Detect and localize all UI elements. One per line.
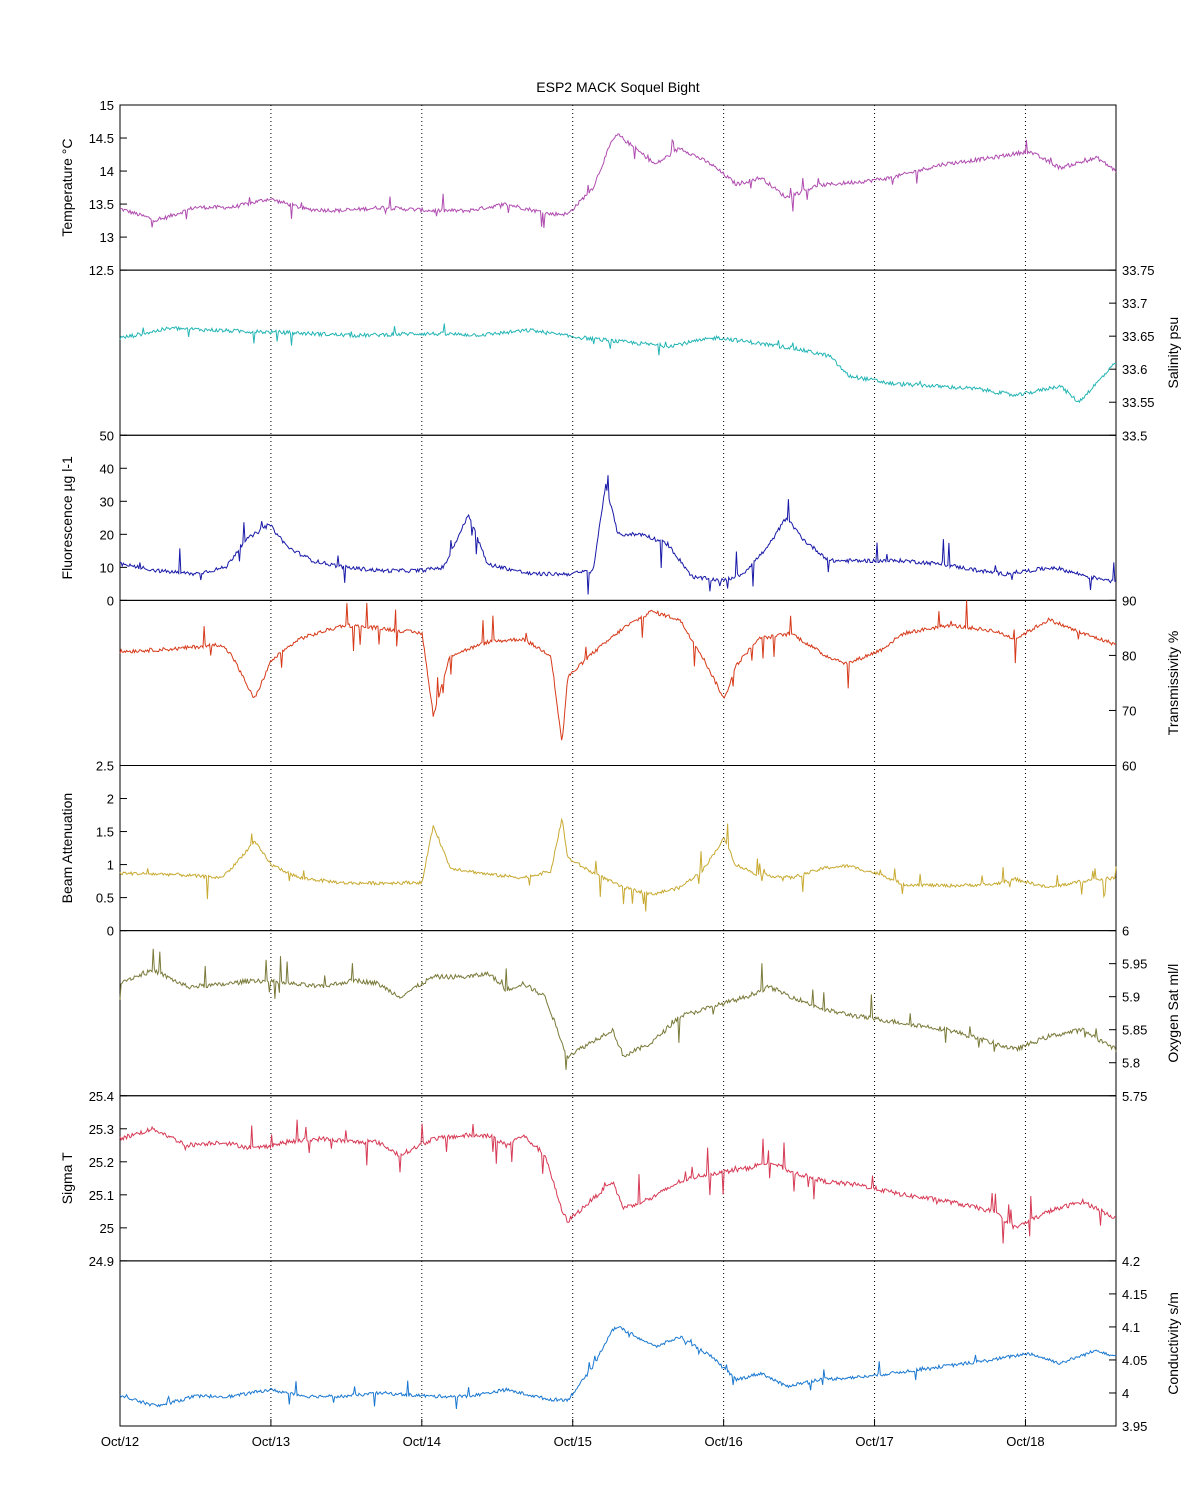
series-transmissivity — [119, 600, 1117, 741]
ytick-label-beam_attenuation-0: 0 — [107, 924, 114, 939]
ytick-label-conductivity-3: 4.1 — [1122, 1320, 1140, 1335]
ytick-label-conductivity-1: 4 — [1122, 1386, 1129, 1401]
panel-frame-conductivity — [119, 1260, 1117, 1427]
ylabel-sigma_t: Sigma T — [59, 1152, 75, 1204]
ytick-label-salinity-4: 33.7 — [1122, 296, 1147, 311]
ytick-label-temperature-5: 15 — [100, 98, 114, 113]
ytick-label-temperature-1: 13 — [100, 230, 114, 245]
series-temperature — [119, 133, 1117, 228]
ytick-label-oxygen_sat-5: 6 — [1122, 924, 1129, 939]
ytick-label-fluorescence-0: 0 — [107, 593, 114, 608]
ytick-label-oxygen_sat-2: 5.85 — [1122, 1023, 1147, 1038]
panel-frame-temperature — [119, 104, 1117, 271]
ytick-label-fluorescence-1: 10 — [100, 560, 114, 575]
ytick-label-sigma_t-5: 25.4 — [89, 1089, 114, 1104]
ylabel-transmissivity: Transmissivity % — [1165, 631, 1181, 736]
ytick-label-oxygen_sat-3: 5.9 — [1122, 990, 1140, 1005]
ytick-label-oxygen_sat-0: 5.75 — [1122, 1089, 1147, 1104]
panel-frame-sigma_t — [119, 1095, 1117, 1262]
series-fluorescence — [119, 475, 1117, 595]
ytick-label-conductivity-4: 4.15 — [1122, 1287, 1147, 1302]
ytick-label-salinity-2: 33.6 — [1122, 362, 1147, 377]
ytick-label-transmissivity-3: 90 — [1122, 593, 1136, 608]
series-sigma_t — [119, 1119, 1117, 1244]
panel-frame-fluorescence — [119, 434, 1117, 601]
series-conductivity — [119, 1326, 1117, 1410]
ylabel-salinity: Salinity psu — [1165, 317, 1181, 389]
ytick-label-beam_attenuation-2: 1 — [107, 858, 114, 873]
ytick-label-conductivity-2: 4.05 — [1122, 1353, 1147, 1368]
ytick-label-fluorescence-5: 50 — [100, 428, 114, 443]
ytick-label-oxygen_sat-4: 5.95 — [1122, 957, 1147, 972]
ytick-label-sigma_t-4: 25.3 — [89, 1122, 114, 1137]
ylabel-oxygen_sat: Oxygen Sat ml/l — [1165, 964, 1181, 1063]
panel-frame-salinity — [119, 269, 1117, 436]
ytick-label-sigma_t-2: 25.1 — [89, 1188, 114, 1203]
xtick-label-2: Oct/14 — [403, 1434, 441, 1449]
ytick-label-temperature-3: 14 — [100, 164, 114, 179]
ytick-label-transmissivity-0: 60 — [1122, 759, 1136, 774]
series-beam_attenuation — [119, 817, 1117, 912]
ytick-label-salinity-3: 33.65 — [1122, 329, 1155, 344]
ylabel-fluorescence: Fluorescence µg l-1 — [59, 456, 75, 579]
xtick-label-4: Oct/16 — [704, 1434, 742, 1449]
ytick-label-beam_attenuation-3: 1.5 — [96, 825, 114, 840]
ytick-label-sigma_t-0: 24.9 — [89, 1254, 114, 1269]
ytick-label-temperature-0: 12.5 — [89, 263, 114, 278]
xtick-label-3: Oct/15 — [554, 1434, 592, 1449]
chart-title: ESP2 MACK Soquel Bight — [536, 79, 700, 95]
ytick-label-conductivity-5: 4.2 — [1122, 1254, 1140, 1269]
ylabel-temperature: Temperature °C — [59, 138, 75, 236]
ytick-label-fluorescence-4: 40 — [100, 461, 114, 476]
xtick-label-1: Oct/13 — [252, 1434, 290, 1449]
ytick-label-salinity-0: 33.5 — [1122, 428, 1147, 443]
ytick-label-fluorescence-3: 30 — [100, 494, 114, 509]
ytick-label-transmissivity-2: 80 — [1122, 648, 1136, 663]
ytick-label-oxygen_sat-1: 5.8 — [1122, 1056, 1140, 1071]
ylabel-conductivity: Conductivity s/m — [1165, 1292, 1181, 1395]
ytick-label-sigma_t-1: 25 — [100, 1221, 114, 1236]
ytick-label-salinity-5: 33.75 — [1122, 263, 1155, 278]
xtick-label-5: Oct/17 — [855, 1434, 893, 1449]
ytick-label-transmissivity-1: 70 — [1122, 703, 1136, 718]
ytick-label-beam_attenuation-1: 0.5 — [96, 891, 114, 906]
panel-frame-oxygen_sat — [119, 930, 1117, 1097]
ytick-label-beam_attenuation-5: 2.5 — [96, 759, 114, 774]
ytick-label-temperature-4: 14.5 — [89, 131, 114, 146]
panel-frame-transmissivity — [119, 599, 1117, 766]
ytick-label-fluorescence-2: 20 — [100, 527, 114, 542]
ylabel-beam_attenuation: Beam Attenuation — [59, 793, 75, 904]
xtick-label-0: Oct/12 — [101, 1434, 139, 1449]
ytick-label-sigma_t-3: 25.2 — [89, 1155, 114, 1170]
ytick-label-temperature-2: 13.5 — [89, 197, 114, 212]
series-salinity — [119, 323, 1117, 404]
series-oxygen_sat — [119, 948, 1117, 1070]
ytick-label-salinity-1: 33.55 — [1122, 395, 1155, 410]
panel-frame-beam_attenuation — [119, 765, 1117, 932]
ytick-label-conductivity-0: 3.95 — [1122, 1419, 1147, 1434]
xtick-label-6: Oct/18 — [1006, 1434, 1044, 1449]
ytick-label-beam_attenuation-4: 2 — [107, 792, 114, 807]
